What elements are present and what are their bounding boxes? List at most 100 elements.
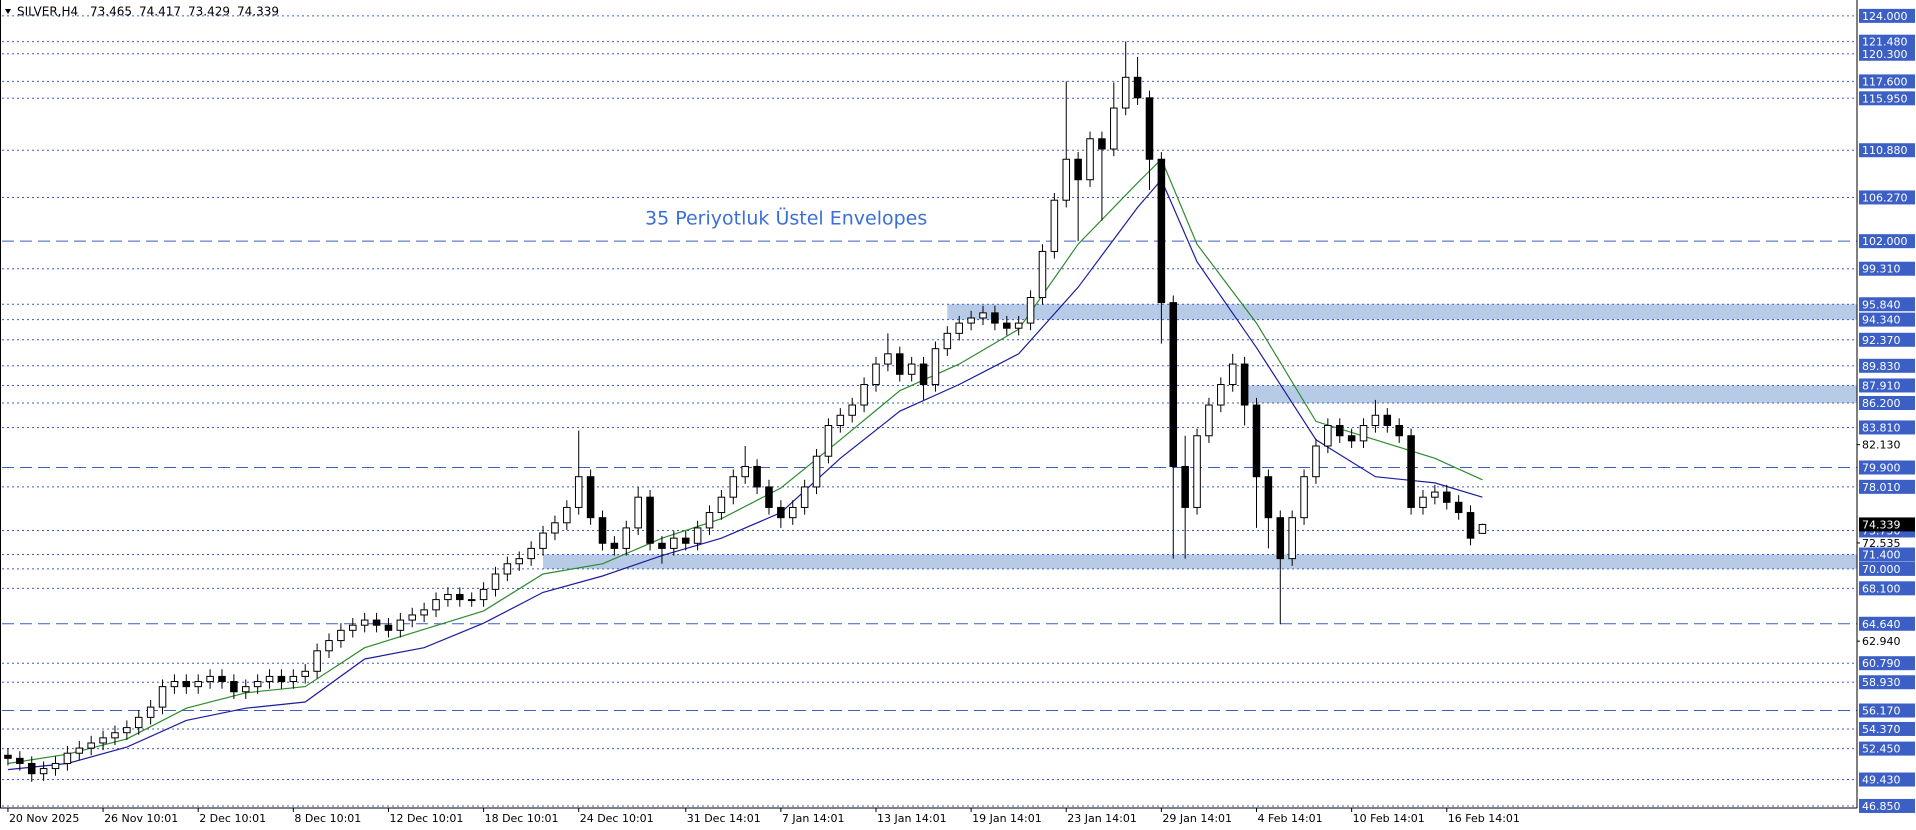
x-tick-label: 16 Feb 14:01 (1448, 812, 1520, 825)
level-label-bg (1859, 561, 1915, 576)
candle-body (1014, 322, 1023, 329)
candle-body (622, 527, 631, 549)
candle-body (670, 537, 678, 549)
candle-body (1442, 491, 1451, 503)
candle-body (574, 476, 583, 508)
candle-body (1324, 425, 1332, 447)
candle-body (349, 624, 357, 631)
x-tick-label: 23 Jan 14:01 (1067, 812, 1137, 825)
candle-body (1133, 76, 1142, 99)
level-label: 92.370 (1862, 334, 1901, 347)
candle-body (158, 686, 167, 708)
candle-body (218, 675, 226, 683)
candle-body (646, 496, 654, 544)
level-label: 83.810 (1862, 421, 1901, 434)
candle-body (87, 742, 95, 749)
menu-arrow[interactable] (5, 9, 11, 14)
y-tick-label: 82.130 (1862, 439, 1901, 452)
level-label: 46.850 (1862, 800, 1901, 813)
candle-body (467, 599, 476, 602)
level-label-bg (1859, 332, 1915, 347)
level-label-bg (1859, 261, 1915, 276)
level-label-bg (1859, 721, 1915, 736)
candle-body (1264, 476, 1273, 519)
candle-body (1466, 512, 1475, 539)
candle-body (146, 706, 155, 718)
level-label-bg (1859, 297, 1915, 312)
y-tick-label: 62.940 (1862, 635, 1901, 648)
candle-body (539, 532, 547, 549)
candle-body (527, 547, 535, 560)
level-label-bg (1859, 378, 1915, 393)
candle-body (1157, 158, 1166, 304)
level-label: 102.000 (1862, 235, 1908, 248)
candle-body (824, 425, 833, 457)
candle-body (658, 542, 666, 549)
candle-body (432, 599, 440, 611)
candle-body (123, 727, 131, 734)
candle-body (99, 737, 107, 744)
level-label-bg (1859, 460, 1915, 475)
candle-body (1454, 501, 1463, 514)
ohlc-high: 74.417 (139, 5, 181, 19)
candle-body (313, 650, 321, 672)
candle-body (705, 512, 714, 529)
candle-body (884, 353, 892, 365)
candle-body (1288, 517, 1296, 560)
candle-body (812, 455, 821, 488)
candle-body (337, 629, 345, 642)
level-label-bg (1859, 772, 1915, 787)
candle-body (1312, 445, 1320, 478)
level-label: 56.170 (1862, 705, 1901, 718)
candle-body (491, 573, 500, 590)
x-tick-label: 8 Dec 10:01 (294, 812, 361, 825)
candle-body (741, 465, 749, 478)
candle-body (943, 332, 952, 350)
candle-body (170, 681, 179, 688)
candle-body (788, 506, 797, 519)
level-label-bg (1859, 616, 1915, 631)
candle-body (1359, 425, 1368, 442)
level-label-bg (1859, 420, 1915, 435)
x-tick-label: 24 Dec 10:01 (580, 812, 654, 825)
level-label: 68.100 (1862, 582, 1901, 595)
candle-body (919, 363, 928, 386)
candle-body (1062, 158, 1071, 201)
candle-body (729, 476, 738, 498)
candle-body (63, 752, 72, 764)
level-label-bg (1859, 8, 1915, 23)
level-label: 124.000 (1862, 10, 1908, 23)
candle-body (277, 675, 286, 683)
level-label: 89.830 (1862, 360, 1901, 373)
candle-body (420, 609, 428, 616)
candle-body (360, 619, 369, 626)
candle-body (860, 384, 868, 406)
annotation: 35 Periyotluk Üstel Envelopes (645, 207, 927, 230)
candle-body (967, 317, 975, 324)
candle-body (444, 593, 452, 601)
candle-body (1003, 322, 1011, 329)
x-tick-label: 31 Dec 14:01 (687, 812, 761, 825)
candle-body (51, 762, 60, 770)
candle-body (1145, 97, 1154, 160)
candle-body (907, 363, 916, 375)
zone (947, 304, 1857, 320)
level-label: 78.010 (1862, 481, 1901, 494)
level-label-bg (1859, 46, 1915, 61)
candle-body (955, 322, 963, 334)
candle-body (1478, 523, 1487, 534)
candle-body (777, 506, 785, 519)
level-label: 115.950 (1862, 92, 1908, 105)
y-tick-label: 72.535 (1862, 537, 1901, 550)
level-label-bg (1859, 143, 1915, 158)
level-label: 79.900 (1862, 461, 1901, 474)
candle-body (1335, 425, 1344, 437)
symbol: SILVER,H4 (17, 5, 78, 19)
zone (543, 554, 1857, 569)
x-tick-label: 13 Jan 14:01 (877, 812, 947, 825)
candle-body (1300, 476, 1308, 519)
x-tick-label: 2 Dec 10:01 (199, 812, 266, 825)
candle-body (681, 537, 690, 544)
